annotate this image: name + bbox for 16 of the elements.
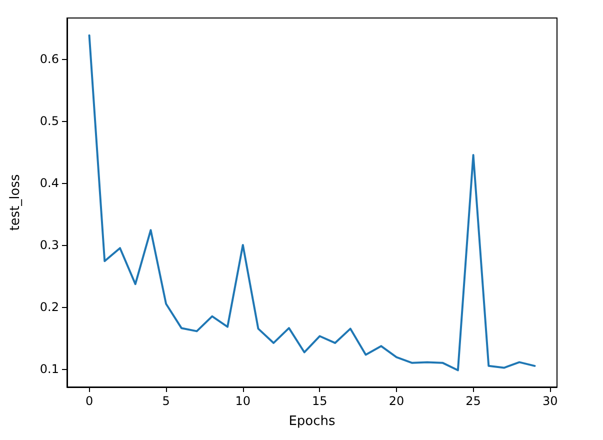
x-tick-label: 5	[162, 394, 170, 408]
x-axis-title: Epochs	[288, 414, 336, 429]
x-tick-label: 25	[466, 394, 481, 408]
x-tick-label: 15	[312, 394, 328, 408]
y-tick-label: 0.1	[40, 362, 59, 376]
y-tick-label: 0.3	[40, 238, 59, 252]
y-tick-label: 0.2	[40, 300, 59, 314]
x-tick-label: 20	[388, 394, 404, 408]
line-series	[88, 34, 536, 372]
x-tick-label: 0	[85, 394, 94, 408]
y-tick-label: 0.6	[40, 52, 59, 66]
y-tick-label: 0.5	[40, 114, 59, 128]
y-tick-label: 0.4	[40, 176, 59, 190]
x-tick-label: 10	[235, 394, 251, 408]
x-tick-label: 30	[542, 394, 558, 408]
y-axis-title: test_loss	[8, 174, 23, 231]
